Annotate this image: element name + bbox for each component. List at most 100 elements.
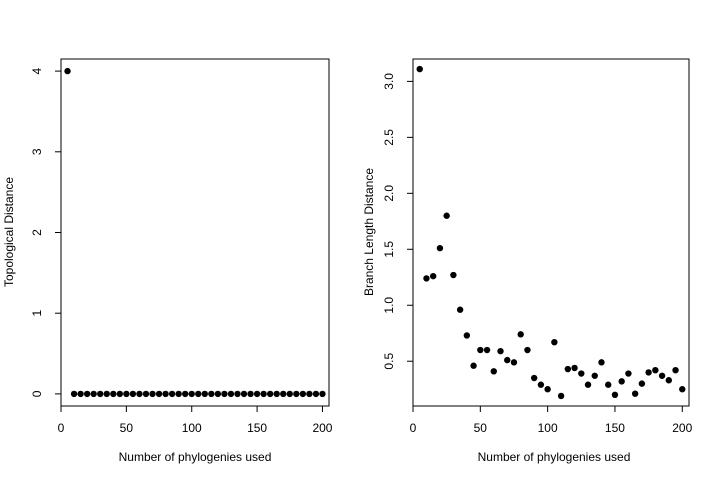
data-point <box>423 275 430 282</box>
x-tick-label: 150 <box>247 421 267 435</box>
data-point <box>517 331 524 338</box>
data-point <box>658 372 666 379</box>
data-point <box>110 390 117 398</box>
data-point <box>665 377 673 384</box>
y-tick-label: 2.5 <box>382 129 396 146</box>
y-axis-ticks: 0 1 2 3 4 <box>30 67 61 397</box>
data-point <box>175 390 182 398</box>
y-axis-ticks: 0.5 1.0 1.5 2.0 2.5 3.0 <box>382 73 413 370</box>
data-point <box>306 390 313 398</box>
data-point <box>679 386 686 393</box>
data-point <box>530 374 538 382</box>
data-point <box>584 381 592 388</box>
data-point <box>116 390 124 398</box>
data-point <box>77 390 84 398</box>
x-tick-label: 200 <box>672 421 692 435</box>
data-point <box>123 390 130 398</box>
y-axis-label: Topological Distance <box>2 177 16 287</box>
x-axis-ticks: 0 50 100 150 200 <box>410 406 693 435</box>
data-point <box>557 392 565 400</box>
data-point <box>483 346 491 354</box>
data-point <box>149 390 156 398</box>
data-point <box>97 390 104 398</box>
data-point <box>260 390 267 398</box>
data-point <box>188 390 195 398</box>
data-point <box>618 378 625 385</box>
data-point <box>240 390 248 398</box>
data-point <box>672 366 679 374</box>
data-point <box>286 390 293 398</box>
y-tick-label: 1.0 <box>382 297 396 314</box>
y-tick-label: 3.0 <box>382 73 396 90</box>
x-tick-label: 150 <box>605 421 625 435</box>
data-points <box>416 65 686 400</box>
data-point <box>273 390 280 398</box>
x-tick-label: 0 <box>410 421 417 435</box>
data-points <box>64 67 326 398</box>
data-point <box>90 390 97 398</box>
data-point <box>70 390 78 398</box>
data-point <box>208 390 215 398</box>
x-axis-label: Number of phylogenies used <box>478 450 631 464</box>
plot-frame <box>412 58 690 407</box>
y-tick-label: 2 <box>30 229 44 236</box>
x-axis-label: Number of phylogenies used <box>119 450 272 464</box>
x-axis-ticks: 0 50 100 150 200 <box>58 406 333 435</box>
data-point <box>645 369 652 376</box>
data-point <box>470 362 477 369</box>
data-point <box>253 390 261 398</box>
x-tick-label: 100 <box>182 421 202 435</box>
y-tick-label: 3 <box>30 148 44 155</box>
data-point <box>436 244 444 252</box>
data-point <box>638 380 646 387</box>
data-point <box>293 390 300 398</box>
data-point <box>129 390 137 398</box>
y-tick-label: 4 <box>30 67 44 74</box>
x-tick-label: 50 <box>120 421 134 435</box>
data-point <box>142 390 150 398</box>
data-point <box>652 366 659 374</box>
data-point <box>64 67 71 75</box>
data-point <box>591 372 598 379</box>
data-point <box>319 390 326 398</box>
y-tick-label: 1 <box>30 310 44 317</box>
data-point <box>564 365 572 373</box>
data-point <box>103 390 110 398</box>
data-point <box>631 390 639 397</box>
data-point <box>544 386 551 393</box>
y-tick-label: 2.0 <box>382 185 396 202</box>
data-point <box>280 390 287 398</box>
data-point <box>443 212 450 219</box>
data-point <box>201 390 209 398</box>
y-tick-label: 0 <box>30 390 44 397</box>
data-point <box>510 359 518 366</box>
x-tick-label: 200 <box>312 421 332 435</box>
data-point <box>537 381 545 388</box>
data-point <box>227 390 235 398</box>
data-point <box>181 390 189 398</box>
data-point <box>450 271 457 279</box>
data-point <box>598 359 605 366</box>
data-point <box>155 390 163 398</box>
y-axis-label: Branch Length Distance <box>362 168 376 296</box>
data-point <box>214 390 222 398</box>
data-point <box>247 390 254 398</box>
data-point <box>605 381 612 388</box>
x-tick-label: 50 <box>474 421 488 435</box>
data-point <box>416 65 423 73</box>
data-point <box>625 370 632 377</box>
data-point <box>497 347 504 355</box>
data-point <box>477 346 484 354</box>
plot-frame <box>60 58 330 407</box>
data-point <box>463 332 471 339</box>
data-point <box>195 390 202 398</box>
data-point <box>551 338 558 346</box>
y-tick-label: 1.5 <box>382 241 396 258</box>
data-point <box>578 370 585 377</box>
branch-length-distance-panel: 0 50 100 150 200 0.5 1.0 1.5 2.0 2.5 3.0 Number o… <box>362 58 693 464</box>
data-point <box>429 272 437 280</box>
data-point <box>611 391 619 399</box>
data-point <box>524 346 531 354</box>
data-point <box>571 364 578 372</box>
